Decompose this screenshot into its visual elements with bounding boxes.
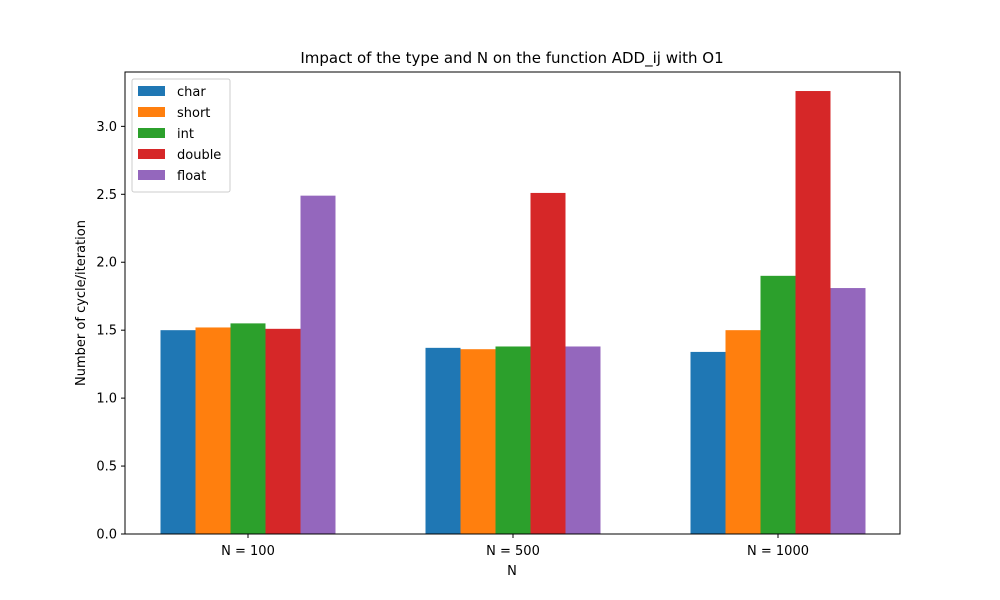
bar-float-0 — [300, 195, 336, 534]
y-tick-label: 1.5 — [96, 324, 117, 339]
y-tick-label: 0.5 — [96, 460, 117, 475]
bar-double-1 — [530, 192, 566, 534]
y-tick-label: 2.0 — [96, 256, 117, 271]
bar-short-0 — [195, 327, 231, 534]
bar-double-2 — [795, 91, 831, 534]
legend-label-double: double — [177, 148, 221, 163]
bar-double-0 — [265, 328, 301, 534]
legend-label-int: int — [177, 127, 194, 142]
legend-label-float: float — [177, 169, 206, 184]
x-tick-label: N = 500 — [486, 544, 540, 559]
legend-swatch-double — [138, 149, 165, 159]
y-tick-label: 0.0 — [96, 528, 117, 543]
bar-char-2 — [690, 351, 726, 534]
bar-int-2 — [760, 275, 796, 534]
legend-swatch-char — [138, 86, 165, 96]
legend-label-char: char — [177, 85, 206, 100]
y-axis: 0.0 0.5 1.0 1.5 2.0 2.5 3.0 — [96, 120, 125, 543]
y-tick-label: 2.5 — [96, 188, 117, 203]
bar-char-0 — [160, 330, 196, 534]
y-tick-label: 1.0 — [96, 392, 117, 407]
bar-short-1 — [460, 349, 496, 534]
x-axis-label: N — [507, 564, 517, 579]
chart-title: Impact of the type and N on the function… — [300, 49, 723, 68]
legend-label-short: short — [177, 106, 210, 121]
x-tick-label: N = 1000 — [747, 544, 809, 559]
bar-char-1 — [425, 347, 461, 534]
legend-swatch-short — [138, 107, 165, 117]
bar-int-0 — [230, 323, 266, 534]
legend: char short int double float — [131, 78, 231, 193]
bars-group — [160, 91, 866, 534]
bar-float-2 — [830, 288, 866, 534]
x-axis: N = 100 N = 500 N = 1000 — [221, 534, 809, 559]
legend-swatch-float — [138, 170, 165, 180]
bar-float-1 — [565, 346, 601, 534]
x-tick-label: N = 100 — [221, 544, 275, 559]
bar-short-2 — [725, 330, 761, 534]
y-axis-label: Number of cycle/iteration — [74, 220, 89, 386]
y-tick-label: 3.0 — [96, 120, 117, 135]
bar-int-1 — [495, 346, 531, 534]
legend-swatch-int — [138, 128, 165, 138]
